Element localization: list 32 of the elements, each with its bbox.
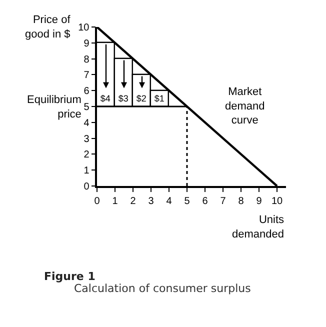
x-tick-label: 8 — [238, 196, 244, 207]
data-label: $2 — [136, 93, 146, 104]
y-tick-label: 3 — [84, 134, 90, 145]
x-tick-label: 7 — [220, 196, 226, 207]
x-axis-title: Units demanded — [232, 214, 284, 240]
y-tick-label: 9 — [84, 38, 90, 50]
x-tick-label: 1 — [112, 196, 118, 207]
x-tick-label: 0 — [94, 196, 100, 207]
x-tick-label: 10 — [271, 196, 283, 207]
y-tick-label: 4 — [84, 118, 90, 129]
x-tick-label: 2 — [130, 196, 136, 207]
data-label: $1 — [154, 93, 164, 104]
data-label: $4 — [100, 93, 110, 104]
x-tick-label: 4 — [166, 196, 172, 207]
y-tick-label: 8 — [84, 54, 90, 66]
series-label: Market demand curve — [225, 86, 265, 127]
x-tick-label: 3 — [148, 196, 154, 207]
text: Calculation of consumer surplus — [74, 282, 252, 295]
y-axis-title: Price of good in $ — [25, 14, 72, 40]
text: Figure 1 — [44, 270, 96, 283]
y-tick-label: 2 — [84, 150, 90, 161]
x-tick-label: 9 — [256, 196, 262, 207]
y-tick-label: 7 — [84, 70, 90, 82]
y-tick-label: 1 — [84, 166, 90, 177]
y-tick-label: 5 — [84, 102, 90, 113]
y-tick-label: 6 — [84, 86, 90, 98]
x-tick-label: 6 — [202, 196, 208, 207]
x-tick-label: 5 — [184, 196, 190, 207]
y-tick-label: 0 — [84, 182, 90, 192]
ref-line-label: Equilibrium price — [27, 94, 82, 120]
data-label: $3 — [118, 93, 128, 104]
y-tick-label: 10 — [78, 22, 90, 34]
